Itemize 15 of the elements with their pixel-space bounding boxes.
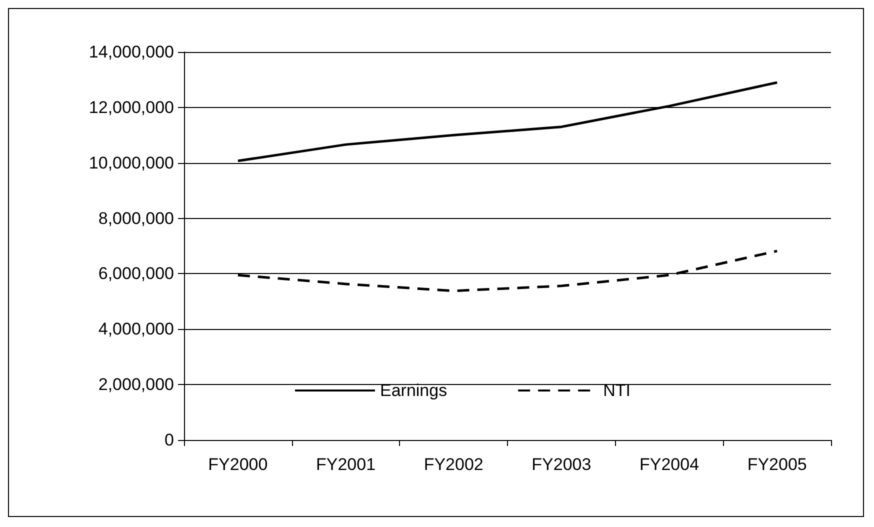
y-tick-label: 10,000,000 xyxy=(88,153,174,172)
x-tick-label: FY2000 xyxy=(208,455,268,474)
y-tick-label: 0 xyxy=(164,430,174,450)
y-tick-label: 6,000,000 xyxy=(98,264,174,284)
y-tick-label: 14,000,000 xyxy=(88,42,174,62)
y-tick-label: 4,000,000 xyxy=(98,320,174,339)
y-tick-label: 2,000,000 xyxy=(98,375,174,394)
x-tick-label: FY2001 xyxy=(316,455,376,474)
x-tick-label: FY2003 xyxy=(532,455,592,474)
x-tick-label: FY2002 xyxy=(424,455,484,474)
y-tick-label: 8,000,000 xyxy=(98,208,174,228)
y-tick-label: 12,000,000 xyxy=(88,98,174,117)
x-tick-label: FY2005 xyxy=(747,455,807,474)
x-tick-label: FY2004 xyxy=(639,455,700,474)
legend-label: Earnings xyxy=(380,381,448,400)
